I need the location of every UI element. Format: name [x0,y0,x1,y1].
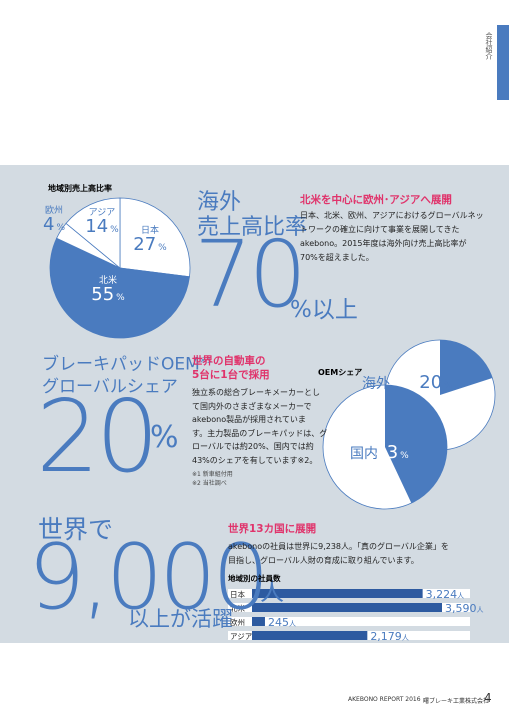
slice-label: 4% [43,214,65,235]
chart-title: 地域別売上高比率 [48,184,112,193]
text-line: 目指し、グローバル人財の育成に取り組んでいます。 [228,556,419,565]
slice-category: 欧州 [45,204,63,216]
body: 日本、北米、欧州、アジアにおけるグローバルネッ トワークの確立に向けて事業を展開し… [300,209,484,265]
bar-category: アジア [230,632,252,641]
big-suffix: % [150,420,179,455]
slice-category: 国内 [350,446,378,462]
text-line: す。主力製品のブレーキパッドは、グ [192,428,328,438]
slice-value: 4 [43,214,54,235]
text-line: 70%を超えました。 [300,253,374,262]
note-ref: ※1 [199,356,212,365]
slice-value: 27 [133,234,156,255]
slice-category: アジア [89,208,116,218]
bar-value-label: 3,224人 [426,588,465,601]
bar-category: 欧州 [230,617,245,627]
value-label: 245 [268,616,289,629]
slice-value: 55 [91,284,114,305]
big-number: 20 [36,378,159,495]
slice-category: 海外 [362,376,390,392]
value-unit: 人 [402,634,409,642]
big-number: 9,000 [28,525,270,630]
value-label: 3,590 [445,602,477,615]
bar-category: 日本 [230,589,245,599]
bar [252,631,368,640]
big-suffix: 人 [260,578,284,606]
slice-category: 北米 [99,274,117,286]
chart-title: OEMシェア [318,368,363,377]
slice-value: 43 [375,442,398,463]
text-line: ※1 新車組付用 [192,471,233,478]
headline: 以上が活躍 [128,607,233,631]
value-label: 2,179 [370,630,402,643]
body: akebonoの社員は世界に9,238人。「真のグローバル企業」を 目指し、グロー… [228,540,449,568]
headline-line: 海外 [197,190,242,215]
slice-unit: % [158,243,167,253]
slice-label: 55% [91,284,125,305]
slice-unit: % [56,223,65,233]
bar-value-label: 3,590人 [445,602,484,615]
slice-unit: % [400,451,409,461]
text-line: akebono。2015年度は海外向け売上高比率が [300,239,467,248]
slice-unit: % [116,293,125,303]
slice-unit: % [110,225,119,235]
big-suffix: %以上 [290,297,358,323]
bar [252,617,265,626]
headline: 海外 売上高比率 [197,190,307,240]
headline-line: ブレーキパッドOEM [42,354,200,375]
heading-line: 世界の自動車の [192,355,266,367]
footer-report: AKEBONO REPORT 2016 [348,696,421,703]
slice-category: 日本 [141,224,159,236]
value-unit: 人 [289,620,296,628]
bar-value-label: 245人 [268,616,296,629]
side-tab-bar [497,25,509,100]
text-line: 43%のシェアを有しています※2。 [192,455,318,465]
heading: 北米を中心に欧州･アジアへ展開 [300,194,452,206]
value-unit: 人 [477,606,484,614]
headline-line: 売上高比率 [197,215,308,240]
bar-value-label: 2,179人 [370,630,409,643]
text-line: akebono製品が採用されていま [192,415,306,424]
chart-title: 地域別の社員数 [228,574,281,583]
headline: 世界で [38,515,114,544]
big-number: 70 [194,221,307,328]
headline-line: グローバルシェア [42,376,178,397]
slice-value: 14 [85,216,108,237]
text-line: ※2 当社調べ [192,480,227,487]
slice-label: 20% [419,372,453,393]
value-label: 3,224 [426,588,458,601]
slice-label: 27% [133,234,167,255]
body: 独立系の総合ブレーキメーカーとし て国内外のさまざまなメーカーで akebono製品… [192,386,327,467]
pie-slice [119,197,191,278]
heading: 世界の自動車の 5台に1台で採用 [192,354,270,382]
heading: 世界13カ国に展開 [228,523,317,535]
bar-category: 北米 [230,603,245,613]
notes: ※1 新車組付用 ※2 当社調べ [192,470,233,488]
pie-slice [65,197,121,269]
pie-slice [440,340,493,395]
text-line: 独立系の総合ブレーキメーカーとし [192,388,320,397]
heading-line: 5台に1台で採用 [192,369,270,381]
slice-label: 43% [375,442,409,463]
slice-unit: % [444,381,453,391]
text-line: て国内外のさまざまなメーカーで [192,401,312,411]
side-tab: 会社紹介 [485,32,493,60]
text-line: ローバルでは約20%、国内では約 [192,442,314,451]
pie-slice [49,237,190,339]
text-line: akebonoの社員は世界に9,238人。「真のグローバル企業」を [228,542,449,551]
pie-slice [385,385,447,504]
value-unit: 人 [457,592,464,600]
bar [252,589,423,598]
footer-company: 曙ブレーキ工業株式会社 [423,698,490,705]
slice-value: 20 [419,372,442,393]
text-line: 日本、北米、欧州、アジアにおけるグローバルネッ [300,211,484,220]
bar [252,603,442,612]
slice-label: 14% [85,216,119,237]
page-number: 4 [484,691,492,705]
text-line: トワークの確立に向けて事業を展開してきた [300,225,460,234]
headline: ブレーキパッドOEM※1 グローバルシェア [42,350,212,398]
